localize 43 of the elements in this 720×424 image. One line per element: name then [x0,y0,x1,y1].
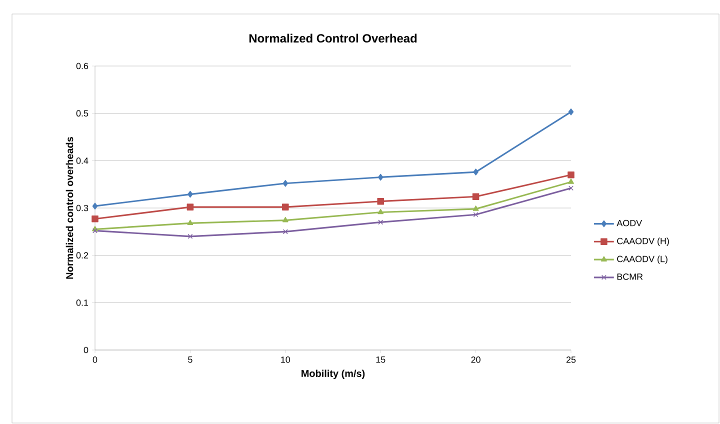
legend-label: CAAODV (H) [617,238,669,246]
point [92,228,98,234]
point [378,174,384,181]
point [282,180,288,187]
legend-label: AODV [616,220,642,226]
y-tick-label: 0 [84,346,88,354]
point [282,216,288,222]
point [473,212,478,218]
y-tick-label: 0.3 [76,204,88,212]
point [282,229,288,234]
x-tick-label: 20 [471,356,480,363]
legend-label: BCMR [617,274,643,280]
x-tick-label: 15 [376,356,386,363]
y-tick-label: 0.1 [76,299,88,306]
x-tick-label: 5 [188,356,192,363]
chart-title: Normalized Control Overhead [249,34,417,43]
y-tick-label: 0.5 [76,110,88,117]
point [188,190,193,198]
point [473,168,478,176]
x-tick-label: 0 [92,356,98,363]
point [377,198,384,205]
point [282,204,289,210]
point [568,108,574,116]
point [568,178,574,184]
point [568,186,574,191]
point [472,193,480,200]
x-tick-label: 25 [566,356,576,363]
point [92,202,98,210]
point [92,216,98,222]
point [186,204,194,210]
y-axis-title: Normalized control overheads [66,136,74,279]
point [187,220,194,226]
point [378,220,384,225]
y-tick-label: 0.4 [76,157,88,164]
point [472,206,479,211]
y-tick-label: 0.2 [76,252,88,259]
x-axis-title: Mobility (m/s) [302,370,365,379]
point [568,171,574,178]
x-tick-label: 10 [281,356,290,363]
point [188,234,193,239]
legend-label: CAAODV (L) [617,256,668,264]
point [378,208,384,214]
y-tick-label: 0.6 [76,62,88,70]
